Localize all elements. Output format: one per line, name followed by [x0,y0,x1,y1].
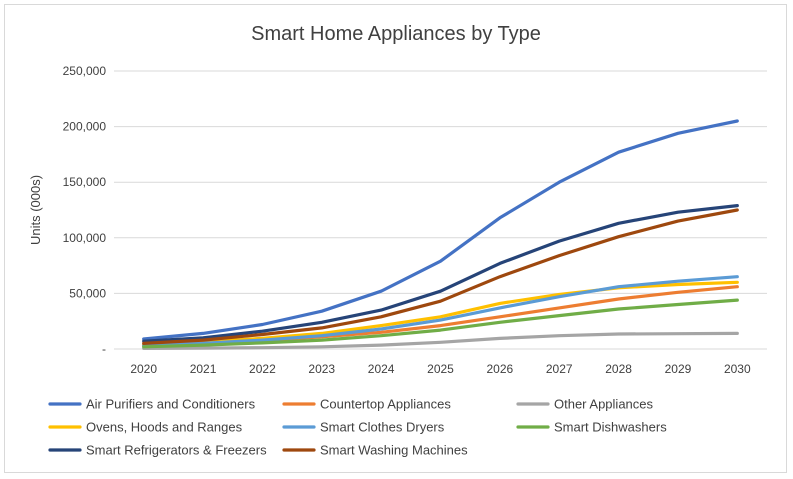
series-line-smart-refrigerators-freezers [142,204,739,343]
chart-frame: Smart Home Appliances by Type Units (000… [4,4,787,473]
y-tick-label: 50,000 [69,286,106,300]
x-tick-label: 2028 [605,362,632,376]
x-tick-label: 2029 [665,362,692,376]
y-tick-label: 150,000 [63,175,107,189]
x-tick-label: 2024 [368,362,395,376]
legend-label-smart-refrigerators-freezers: Smart Refrigerators & Freezers [86,443,267,458]
y-tick-label: 250,000 [63,64,107,78]
legend-label-smart-washing-machines: Smart Washing Machines [320,443,468,458]
x-tick-label: 2030 [724,362,751,376]
y-tick-label: - [102,342,106,356]
series-line-smart-clothes-dryers [142,275,739,348]
series-line-smart-washing-machines [142,208,739,345]
line-chart: Smart Home Appliances by Type Units (000… [28,23,767,458]
x-axis-ticks: 2020 2021 2022 2023 2024 2025 2026 2027 2028 2029… [130,362,751,376]
y-tick-label: 100,000 [63,231,107,245]
legend-label-smart-dishwashers: Smart Dishwashers [554,420,667,435]
series-lines [142,119,739,350]
x-tick-label: 2027 [546,362,573,376]
series-line-smart-dishwashers [142,298,739,349]
x-tick-label: 2023 [308,362,335,376]
legend: Air Purifiers and Conditioners Countertop… [48,397,667,458]
legend-label-ovens-hoods-and-ranges: Ovens, Hoods and Ranges [86,420,243,435]
x-tick-label: 2021 [190,362,217,376]
y-axis-title: Units (000s) [28,175,43,245]
y-axis-ticks: - 50,000 100,000 150,000 200,000 250,000 [63,64,107,356]
x-tick-label: 2020 [130,362,157,376]
legend-label-smart-clothes-dryers: Smart Clothes Dryers [320,420,445,435]
x-tick-label: 2025 [427,362,454,376]
x-tick-label: 2022 [249,362,276,376]
series-line-other-appliances [142,331,739,350]
legend-label-air-purifiers-and-conditioners: Air Purifiers and Conditioners [86,397,256,412]
chart-title: Smart Home Appliances by Type [251,23,541,45]
y-tick-label: 200,000 [63,120,107,134]
legend-label-other-appliances: Other Appliances [554,397,654,412]
series-line-air-purifiers-and-conditioners [142,119,739,341]
gridlines [114,70,767,350]
x-tick-label: 2026 [487,362,514,376]
legend-label-countertop-appliances: Countertop Appliances [320,397,451,412]
series-line-ovens-hoods-and-ranges [142,280,739,347]
